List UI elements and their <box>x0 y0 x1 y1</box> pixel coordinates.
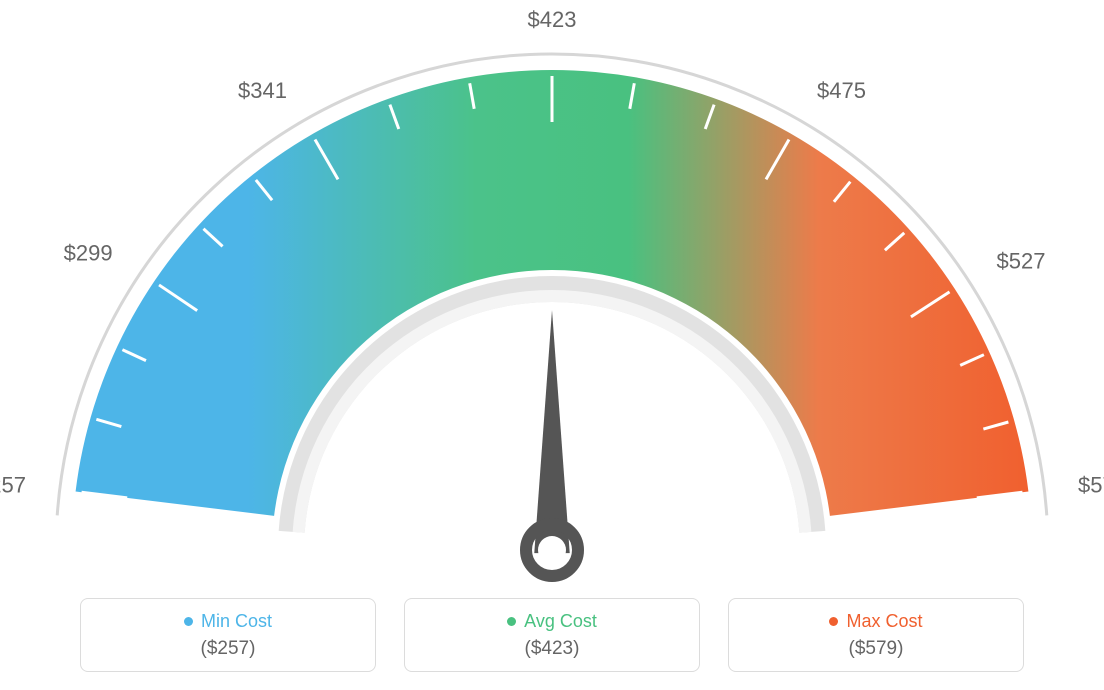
legend-min-label: Min Cost <box>201 611 272 632</box>
tick-label: $579 <box>1078 472 1104 497</box>
legend-min-label-row: Min Cost <box>184 611 272 632</box>
dot-icon <box>184 617 193 626</box>
tick-label: $341 <box>238 78 287 103</box>
needle-hub-hole <box>538 536 566 564</box>
tick-label: $527 <box>996 248 1045 273</box>
legend-max-value: ($579) <box>849 638 904 660</box>
legend-card-max: Max Cost ($579) <box>728 598 1024 672</box>
legend-card-avg: Avg Cost ($423) <box>404 598 700 672</box>
legend-avg-label-row: Avg Cost <box>507 611 597 632</box>
dot-icon <box>829 617 838 626</box>
legend-max-label-row: Max Cost <box>829 611 922 632</box>
legend-row: Min Cost ($257) Avg Cost ($423) Max Cost… <box>0 598 1104 672</box>
tick-label: $257 <box>0 472 26 497</box>
legend-card-min: Min Cost ($257) <box>80 598 376 672</box>
legend-max-label: Max Cost <box>846 611 922 632</box>
dot-icon <box>507 617 516 626</box>
legend-avg-value: ($423) <box>525 638 580 660</box>
tick-label: $423 <box>528 10 577 32</box>
tick-label: $475 <box>817 78 866 103</box>
gauge-container: $257 $299 $341 $423 $475 $527 $579 <box>0 0 1104 590</box>
legend-avg-label: Avg Cost <box>524 611 597 632</box>
gauge-chart: $257 $299 $341 $423 $475 $527 $579 <box>0 10 1104 590</box>
gauge-needle <box>534 310 569 553</box>
tick-label: $299 <box>64 241 113 266</box>
legend-min-value: ($257) <box>201 638 256 660</box>
